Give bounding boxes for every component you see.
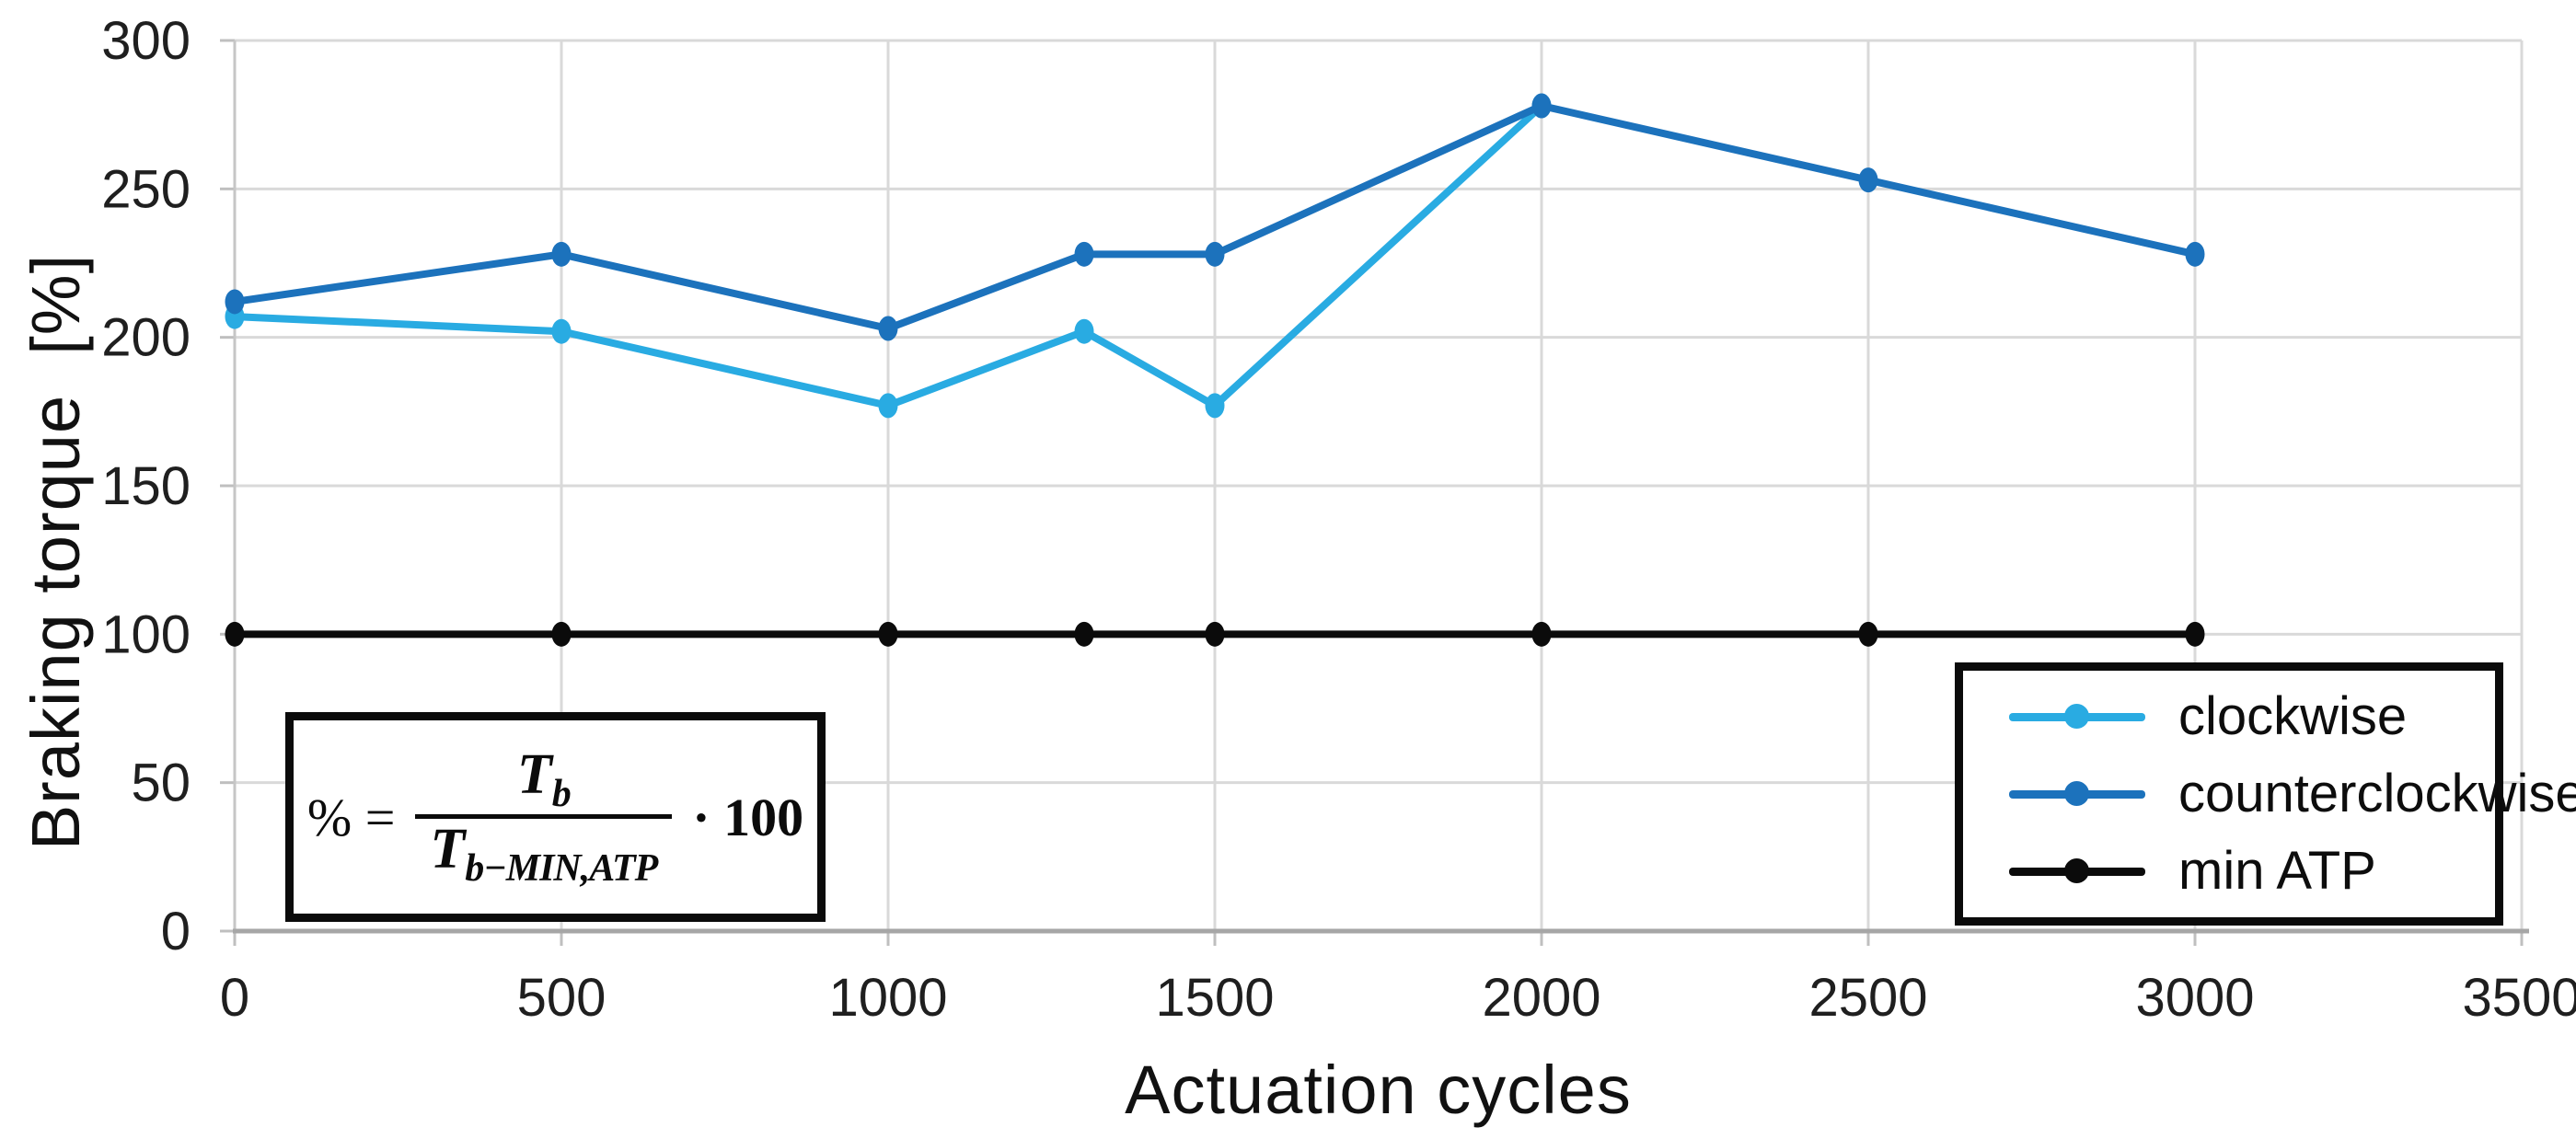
data-point-min-atp xyxy=(225,621,245,647)
data-point-clockwise xyxy=(1205,393,1225,419)
series-line-clockwise xyxy=(231,101,1545,409)
formula-numerator: Tb xyxy=(516,742,572,815)
y-tick-label: 0 xyxy=(161,902,191,961)
y-tick-label: 300 xyxy=(101,11,191,71)
x-tick-label: 1500 xyxy=(1155,968,1274,1028)
data-point-min-atp xyxy=(2185,621,2205,647)
data-point-min-atp xyxy=(878,621,898,647)
x-tick-label: 2000 xyxy=(1482,968,1600,1028)
data-point-min-atp xyxy=(1858,621,1878,647)
y-axis-title: Braking torque [%] xyxy=(17,253,94,851)
y-tick-label: 250 xyxy=(101,159,191,219)
y-tick-label: 100 xyxy=(101,604,191,664)
x-tick-label: 1000 xyxy=(828,968,947,1028)
legend-item-min-atp: min ATP xyxy=(2009,845,2495,898)
formula-lhs: % = xyxy=(306,787,396,847)
y-tick-label: 150 xyxy=(101,456,191,516)
y-tick-label: 200 xyxy=(101,308,191,368)
data-point-min-atp xyxy=(1205,621,1225,647)
x-tick-label: 500 xyxy=(517,968,606,1028)
y-tick-label: 50 xyxy=(131,754,191,813)
legend-box: clockwise counterclockwise min ATP xyxy=(1955,662,2576,926)
legend-label: counterclockwise xyxy=(2178,764,2576,823)
data-point-counterclockwise xyxy=(1205,241,1225,267)
data-point-counterclockwise xyxy=(1531,93,1552,119)
legend-item-counterclockwise: counterclockwise xyxy=(2009,767,2576,821)
series-line-counterclockwise xyxy=(231,101,2199,332)
x-tick-label: 2500 xyxy=(1808,968,1927,1028)
data-point-clockwise xyxy=(1074,318,1094,344)
data-point-counterclockwise xyxy=(1074,241,1094,267)
legend-line-dot-icon xyxy=(2009,704,2145,730)
legend-label: clockwise xyxy=(2178,686,2408,746)
data-point-counterclockwise xyxy=(878,316,898,341)
formula-multiplier: · 100 xyxy=(692,787,804,847)
x-tick-label: 3000 xyxy=(2135,968,2254,1028)
data-point-counterclockwise xyxy=(2185,241,2205,267)
legend-item-clockwise: clockwise xyxy=(2009,690,2495,743)
formula-fraction: Tb Tb−MIN,ATP xyxy=(415,742,673,889)
formula-box: % = Tb Tb−MIN,ATP · 100 xyxy=(285,712,826,922)
legend-line-dot-icon xyxy=(2009,858,2145,884)
legend-label: min ATP xyxy=(2178,841,2376,901)
data-point-clockwise xyxy=(551,318,572,344)
data-point-clockwise xyxy=(878,393,898,419)
data-point-counterclockwise xyxy=(551,241,572,267)
data-point-min-atp xyxy=(551,621,572,647)
x-axis-title: Actuation cycles xyxy=(1125,1052,1632,1128)
data-point-min-atp xyxy=(1074,621,1094,647)
legend-line-dot-icon xyxy=(2009,781,2145,807)
x-tick-label: 0 xyxy=(220,968,249,1028)
data-point-counterclockwise xyxy=(1858,167,1878,193)
data-point-counterclockwise xyxy=(225,289,245,315)
x-tick-label: 3500 xyxy=(2462,968,2576,1028)
data-point-min-atp xyxy=(1531,621,1552,647)
formula-denominator: Tb−MIN,ATP xyxy=(415,813,673,889)
